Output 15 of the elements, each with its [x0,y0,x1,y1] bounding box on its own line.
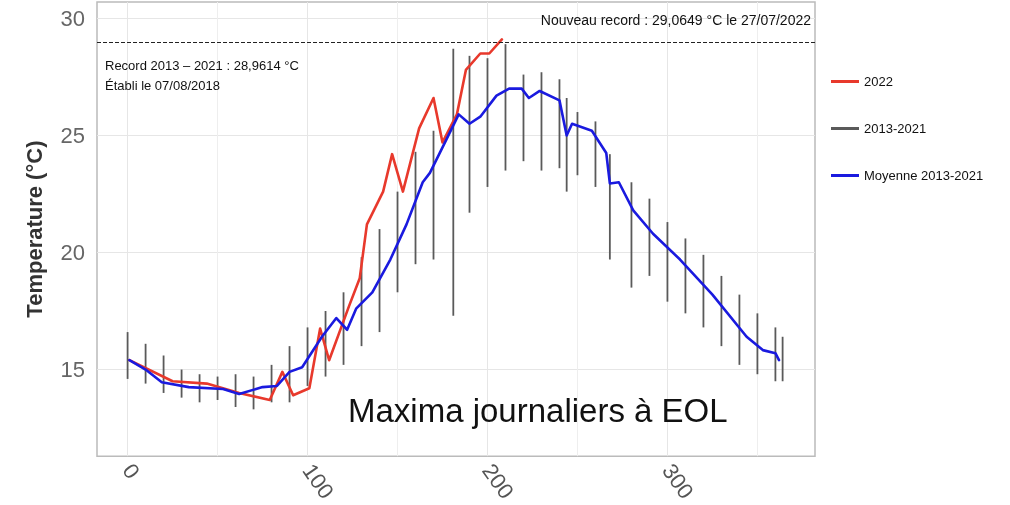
x-tick-label: 100 [297,458,339,504]
y-axis-title: Temperature (°C) [21,140,47,318]
y-tick-label: 25 [60,122,85,148]
y-tick-label: 15 [60,357,85,383]
x-tick-label: 200 [477,458,519,504]
y-tick-label: 20 [60,239,85,265]
annotation: Record 2013 – 2021 : 28,9614 °C Établi le 07/08/2018 [105,57,299,93]
legend-label: Moyenne 2013-2021 [864,168,984,183]
annotation: Nouveau record : 29,0649 °C le 27/07/2022 [540,12,812,28]
annotation: Maxima journaliers à EOL [348,392,728,429]
legend-label: 2022 [864,74,893,89]
y-tick-label: 30 [60,5,85,31]
legend-label: 2013-2021 [864,121,927,136]
x-tick-label: 0 [117,458,145,484]
x-tick-label: 300 [657,458,699,504]
